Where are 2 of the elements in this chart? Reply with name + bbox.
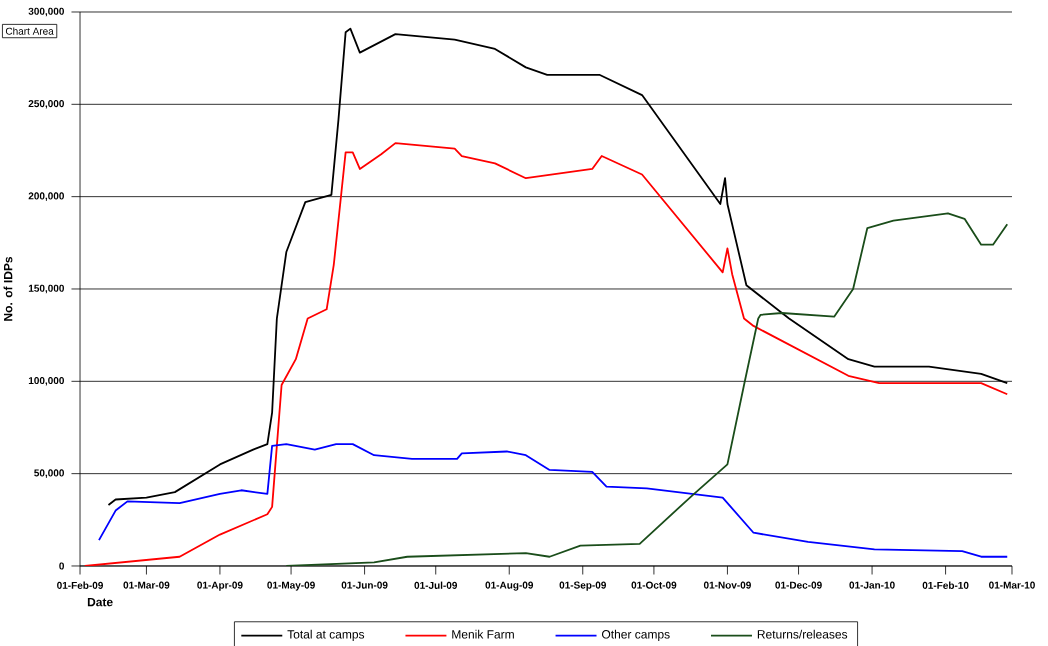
line-series [285,212,1009,566]
line-series [98,443,1009,558]
